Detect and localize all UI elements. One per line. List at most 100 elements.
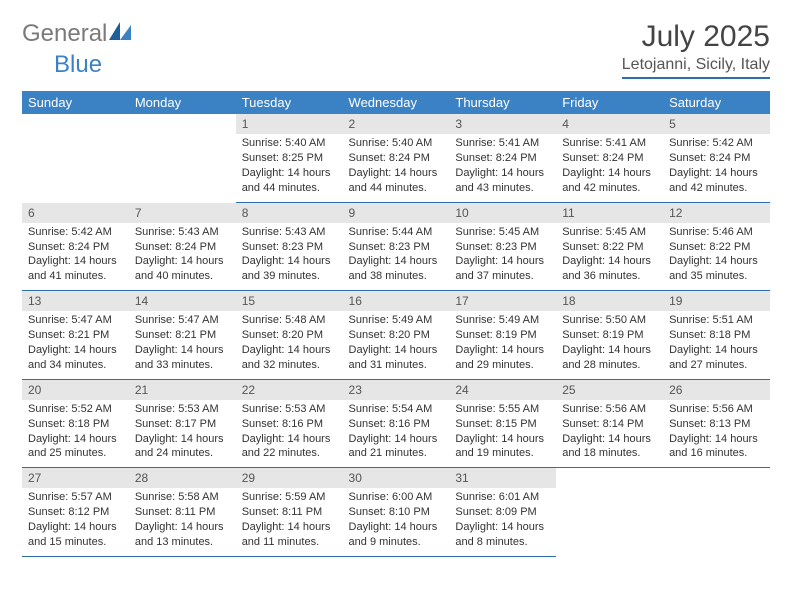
- sunset-text: Sunset: 8:24 PM: [669, 151, 764, 166]
- sunset-text: Sunset: 8:20 PM: [349, 328, 444, 343]
- daylight-line2: and 11 minutes.: [242, 535, 337, 550]
- daylight-line2: and 35 minutes.: [669, 269, 764, 284]
- sunset-text: Sunset: 8:12 PM: [28, 505, 123, 520]
- day-info: Sunrise: 5:52 AMSunset: 8:18 PMDaylight:…: [22, 400, 129, 467]
- day-number: 7: [129, 203, 236, 223]
- sunrise-text: Sunrise: 5:50 AM: [562, 313, 657, 328]
- daylight-line1: Daylight: 14 hours: [349, 254, 444, 269]
- sunrise-text: Sunrise: 5:41 AM: [455, 136, 550, 151]
- day-cell: 3Sunrise: 5:41 AMSunset: 8:24 PMDaylight…: [449, 114, 556, 203]
- daylight-line1: Daylight: 14 hours: [242, 432, 337, 447]
- day-cell: 15Sunrise: 5:48 AMSunset: 8:20 PMDayligh…: [236, 291, 343, 380]
- sunset-text: Sunset: 8:25 PM: [242, 151, 337, 166]
- day-info: Sunrise: 5:50 AMSunset: 8:19 PMDaylight:…: [556, 311, 663, 378]
- day-cell: [22, 114, 129, 203]
- sunrise-text: Sunrise: 5:45 AM: [455, 225, 550, 240]
- month-title: July 2025: [622, 20, 770, 54]
- daylight-line1: Daylight: 14 hours: [28, 254, 123, 269]
- daylight-line2: and 24 minutes.: [135, 446, 230, 461]
- day-info: Sunrise: 5:58 AMSunset: 8:11 PMDaylight:…: [129, 488, 236, 555]
- day-number: 16: [343, 291, 450, 311]
- sunrise-text: Sunrise: 5:58 AM: [135, 490, 230, 505]
- sunrise-text: Sunrise: 5:41 AM: [562, 136, 657, 151]
- day-info: Sunrise: 5:54 AMSunset: 8:16 PMDaylight:…: [343, 400, 450, 467]
- day-info: Sunrise: 5:46 AMSunset: 8:22 PMDaylight:…: [663, 223, 770, 290]
- sunset-text: Sunset: 8:20 PM: [242, 328, 337, 343]
- sunrise-text: Sunrise: 5:43 AM: [242, 225, 337, 240]
- day-cell: [129, 114, 236, 203]
- day-cell: 30Sunrise: 6:00 AMSunset: 8:10 PMDayligh…: [343, 468, 450, 557]
- daylight-line1: Daylight: 14 hours: [349, 166, 444, 181]
- daylight-line1: Daylight: 14 hours: [242, 520, 337, 535]
- sunrise-text: Sunrise: 5:49 AM: [455, 313, 550, 328]
- day-info: Sunrise: 5:51 AMSunset: 8:18 PMDaylight:…: [663, 311, 770, 378]
- day-number: 19: [663, 291, 770, 311]
- daylight-line1: Daylight: 14 hours: [669, 166, 764, 181]
- day-cell: [556, 468, 663, 557]
- daylight-line2: and 27 minutes.: [669, 358, 764, 373]
- calendar-table: Sunday Monday Tuesday Wednesday Thursday…: [22, 91, 770, 557]
- sunrise-text: Sunrise: 5:57 AM: [28, 490, 123, 505]
- sunrise-text: Sunrise: 5:42 AM: [669, 136, 764, 151]
- day-info: Sunrise: 5:40 AMSunset: 8:24 PMDaylight:…: [343, 134, 450, 201]
- day-info: Sunrise: 5:47 AMSunset: 8:21 PMDaylight:…: [22, 311, 129, 378]
- daylight-line1: Daylight: 14 hours: [455, 166, 550, 181]
- daylight-line1: Daylight: 14 hours: [135, 254, 230, 269]
- weekday-saturday: Saturday: [663, 91, 770, 114]
- daylight-line2: and 39 minutes.: [242, 269, 337, 284]
- logo-text-blue: Blue: [54, 51, 102, 78]
- daylight-line1: Daylight: 14 hours: [669, 254, 764, 269]
- daylight-line2: and 42 minutes.: [562, 181, 657, 196]
- daylight-line1: Daylight: 14 hours: [135, 432, 230, 447]
- daylight-line1: Daylight: 14 hours: [242, 254, 337, 269]
- day-cell: 16Sunrise: 5:49 AMSunset: 8:20 PMDayligh…: [343, 291, 450, 380]
- sunset-text: Sunset: 8:18 PM: [28, 417, 123, 432]
- day-info: Sunrise: 5:43 AMSunset: 8:23 PMDaylight:…: [236, 223, 343, 290]
- day-info: Sunrise: 5:42 AMSunset: 8:24 PMDaylight:…: [22, 223, 129, 290]
- day-info: Sunrise: 5:49 AMSunset: 8:19 PMDaylight:…: [449, 311, 556, 378]
- sunrise-text: Sunrise: 5:43 AM: [135, 225, 230, 240]
- day-info: Sunrise: 5:59 AMSunset: 8:11 PMDaylight:…: [236, 488, 343, 555]
- week-row: 20Sunrise: 5:52 AMSunset: 8:18 PMDayligh…: [22, 380, 770, 469]
- day-cell: 22Sunrise: 5:53 AMSunset: 8:16 PMDayligh…: [236, 380, 343, 469]
- daylight-line1: Daylight: 14 hours: [349, 520, 444, 535]
- weekday-wednesday: Wednesday: [343, 91, 450, 114]
- daylight-line1: Daylight: 14 hours: [349, 432, 444, 447]
- daylight-line2: and 44 minutes.: [242, 181, 337, 196]
- daylight-line2: and 25 minutes.: [28, 446, 123, 461]
- daylight-line2: and 28 minutes.: [562, 358, 657, 373]
- day-number: 30: [343, 468, 450, 488]
- sunset-text: Sunset: 8:19 PM: [562, 328, 657, 343]
- sunset-text: Sunset: 8:10 PM: [349, 505, 444, 520]
- sunrise-text: Sunrise: 5:40 AM: [349, 136, 444, 151]
- day-cell: 1Sunrise: 5:40 AMSunset: 8:25 PMDaylight…: [236, 114, 343, 203]
- day-number: 9: [343, 203, 450, 223]
- day-number: 1: [236, 114, 343, 134]
- daylight-line1: Daylight: 14 hours: [455, 432, 550, 447]
- daylight-line1: Daylight: 14 hours: [242, 166, 337, 181]
- day-number: 4: [556, 114, 663, 134]
- sunrise-text: Sunrise: 6:01 AM: [455, 490, 550, 505]
- sunset-text: Sunset: 8:22 PM: [669, 240, 764, 255]
- day-info: Sunrise: 5:53 AMSunset: 8:16 PMDaylight:…: [236, 400, 343, 467]
- day-cell: [663, 468, 770, 557]
- day-number: 20: [22, 380, 129, 400]
- daylight-line1: Daylight: 14 hours: [562, 254, 657, 269]
- daylight-line1: Daylight: 14 hours: [562, 343, 657, 358]
- daylight-line1: Daylight: 14 hours: [135, 343, 230, 358]
- day-cell: 21Sunrise: 5:53 AMSunset: 8:17 PMDayligh…: [129, 380, 236, 469]
- daylight-line2: and 44 minutes.: [349, 181, 444, 196]
- sunset-text: Sunset: 8:16 PM: [242, 417, 337, 432]
- sunrise-text: Sunrise: 5:56 AM: [669, 402, 764, 417]
- day-cell: 2Sunrise: 5:40 AMSunset: 8:24 PMDaylight…: [343, 114, 450, 203]
- day-number: 8: [236, 203, 343, 223]
- daylight-line1: Daylight: 14 hours: [135, 520, 230, 535]
- day-number: 15: [236, 291, 343, 311]
- title-block: July 2025 Letojanni, Sicily, Italy: [622, 20, 770, 79]
- day-cell: 14Sunrise: 5:47 AMSunset: 8:21 PMDayligh…: [129, 291, 236, 380]
- sunset-text: Sunset: 8:17 PM: [135, 417, 230, 432]
- daylight-line1: Daylight: 14 hours: [28, 432, 123, 447]
- day-number: 11: [556, 203, 663, 223]
- daylight-line2: and 21 minutes.: [349, 446, 444, 461]
- day-cell: 7Sunrise: 5:43 AMSunset: 8:24 PMDaylight…: [129, 203, 236, 292]
